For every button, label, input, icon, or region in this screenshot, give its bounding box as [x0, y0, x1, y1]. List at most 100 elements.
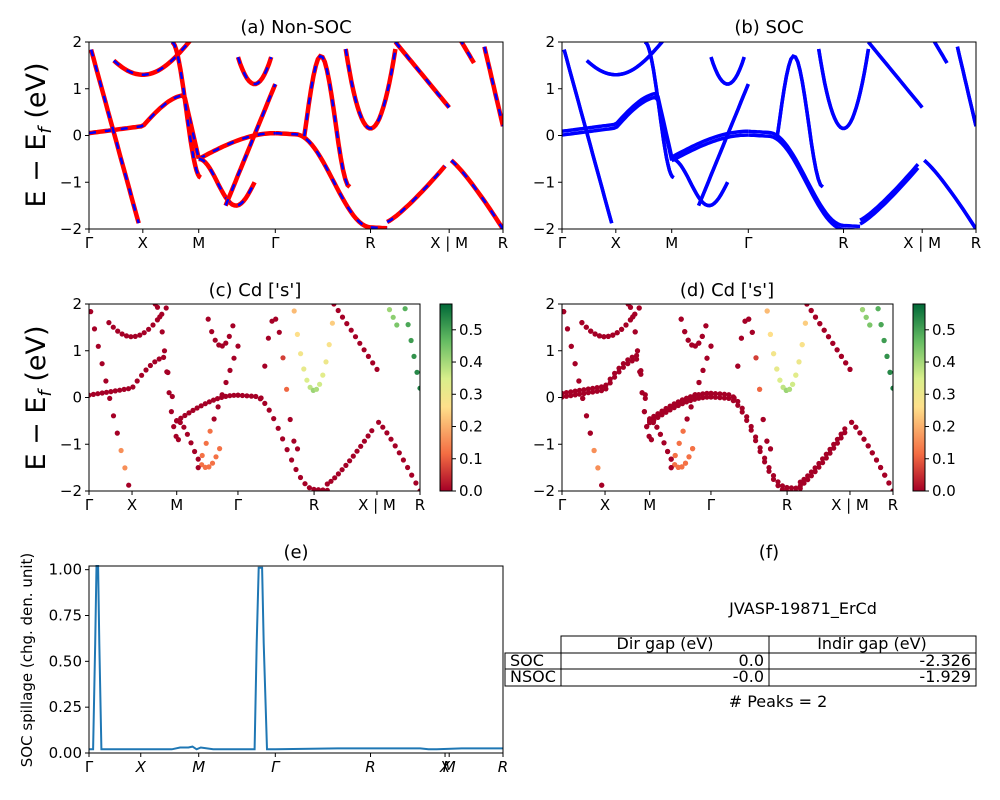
- projected-band-point: [646, 292, 651, 297]
- projected-band-point: [825, 334, 832, 340]
- projected-band-point: [376, 284, 381, 289]
- projected-band-point: [339, 467, 345, 473]
- band-line-blue-dashed: [89, 49, 140, 224]
- projected-band-point: [95, 391, 101, 397]
- projected-band-point: [227, 367, 233, 373]
- projected-band-point: [212, 337, 218, 343]
- projected-band-point: [273, 316, 279, 322]
- projected-band-point: [612, 370, 618, 376]
- projected-band-point: [572, 388, 578, 394]
- band-line-soc: [859, 166, 920, 226]
- projected-band-point: [95, 343, 101, 349]
- projected-band-point: [678, 316, 684, 322]
- projected-band-point: [311, 486, 317, 491]
- projected-band-point: [788, 488, 794, 491]
- y-tick-label: 0: [72, 127, 82, 145]
- projected-band-point: [599, 482, 605, 488]
- projected-band-point: [816, 464, 822, 470]
- x-tick-label: Γ: [234, 496, 243, 514]
- x-tick-label: Γ: [271, 758, 281, 776]
- x-tick-label: R: [498, 758, 508, 776]
- projected-band-point: [137, 332, 143, 338]
- projected-band-point: [620, 364, 627, 370]
- projected-band-point: [607, 376, 613, 382]
- projected-band-point: [636, 305, 642, 311]
- projected-band-point: [779, 487, 785, 491]
- projected-band-point: [168, 299, 173, 304]
- projected-band-point: [641, 299, 646, 304]
- colorbar-c: [439, 303, 453, 492]
- projected-band-point: [687, 397, 694, 404]
- x-tick-label: M: [170, 496, 183, 514]
- projected-band-point: [205, 316, 211, 322]
- projected-band-point: [388, 436, 394, 442]
- colorbar-ticks: 0.0 0.1 0.2 0.3 0.4 0.5 0.0 0.1 0.2 0.3 0.4 0.5: [452, 321, 956, 500]
- projected-band-point: [682, 460, 689, 466]
- projected-band-point: [164, 369, 170, 375]
- projected-band-point: [687, 394, 694, 400]
- projected-band-point: [294, 446, 301, 452]
- projected-band-point: [396, 450, 402, 456]
- projected-band-point: [721, 395, 728, 401]
- colorbar-tick-label: 0.2: [459, 418, 483, 436]
- projected-band-point: [634, 352, 640, 359]
- projected-band-point: [696, 340, 702, 346]
- projected-band-point: [121, 386, 127, 392]
- x-tick-label: Γ: [85, 234, 94, 252]
- projected-band-point: [696, 379, 702, 386]
- y-tick-label: 2: [545, 33, 555, 51]
- projected-band-point: [226, 333, 232, 339]
- y-tick-label: 0: [72, 389, 82, 407]
- projected-band-point: [594, 388, 600, 394]
- x-tick-label: R: [365, 758, 375, 776]
- projected-band-point: [215, 404, 221, 410]
- panel-b-band-structure: −2 −1 0 1 2 Γ X M Γ R X | M R: [533, 33, 981, 252]
- projected-band-point: [762, 459, 768, 465]
- projected-band-point: [230, 323, 236, 329]
- projected-band-point: [598, 384, 605, 390]
- projected-band-point: [668, 465, 674, 471]
- projected-band-point: [563, 390, 570, 396]
- projected-band-point: [777, 377, 783, 383]
- y-tick-label: 0: [545, 127, 555, 145]
- projected-band-point: [704, 394, 710, 400]
- projected-band-point: [616, 369, 622, 375]
- colorbar-tick-label: 0.4: [932, 353, 956, 371]
- projected-band-point: [753, 355, 759, 361]
- projected-band-point: [219, 343, 225, 349]
- y-tick-label: 0: [545, 389, 555, 407]
- projected-band-point: [663, 409, 669, 415]
- projected-band-point: [672, 452, 678, 459]
- panel-c-title: (c) Cd ['s']: [209, 280, 302, 301]
- projected-band-point: [655, 411, 661, 417]
- projected-band-point: [865, 443, 871, 449]
- table-row-label: NSOC: [510, 667, 556, 686]
- projected-band-point: [143, 367, 149, 373]
- projected-band-point: [634, 348, 641, 354]
- table-header-dir: Dir gap (eV): [617, 634, 714, 653]
- y-tick-label: 2: [72, 295, 82, 313]
- projected-band-point: [235, 343, 241, 349]
- projected-band-point: [293, 466, 299, 473]
- band-line-blue-dashed: [450, 159, 503, 229]
- projected-band-point: [757, 445, 763, 451]
- y-tick-label: 2: [72, 33, 82, 51]
- band-line-soc: [748, 133, 861, 229]
- band-line-blue-dashed: [483, 46, 503, 127]
- projected-band-point: [849, 284, 854, 289]
- projected-band-point: [668, 456, 674, 462]
- projected-band-point: [194, 405, 200, 411]
- projected-band-point: [757, 386, 763, 392]
- projected-band-point: [307, 384, 313, 390]
- projected-band-point: [817, 321, 823, 327]
- band-line-blue-dashed: [224, 83, 277, 207]
- projected-band-point: [699, 333, 705, 339]
- projected-band-point: [704, 390, 710, 396]
- projected-band-point: [203, 440, 209, 446]
- projected-band-point: [684, 416, 690, 422]
- projected-band-point: [641, 409, 648, 415]
- band-line-blue-dashed: [344, 48, 397, 130]
- y-tick-label: 1.00: [49, 561, 82, 579]
- projected-band-point: [823, 455, 829, 461]
